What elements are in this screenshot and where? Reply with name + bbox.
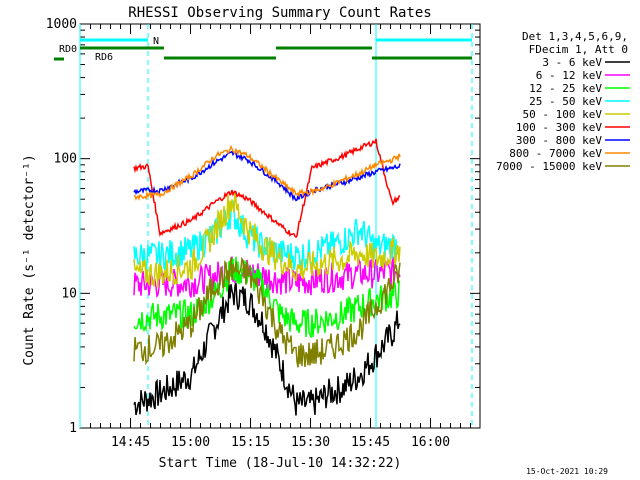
legend-entry-label: 7000 - 15000 keV [496, 160, 602, 173]
series-line-2 [133, 256, 401, 338]
series-line-6 [133, 150, 401, 202]
y-tick-label: 10 [61, 286, 77, 301]
legend-entry-label: 50 - 100 keV [523, 108, 603, 121]
x-tick-label: 15:15 [231, 435, 270, 450]
legend-entry-label: 12 - 25 keV [529, 82, 602, 95]
x-tick-label: 15:45 [351, 435, 390, 450]
legend-entry-label: 100 - 300 keV [516, 121, 602, 134]
plot-area: 1 10 100 1000 14:45 15:00 15:15 15:30 15:45 16:00… [46, 17, 481, 450]
legend-entry-label: 6 - 12 keV [536, 69, 603, 82]
legend-entry-label: 300 - 800 keV [516, 134, 602, 147]
x-axis-label: Start Time (18-Jul-10 14:32:22) [159, 456, 402, 471]
series-line-3 [133, 199, 401, 273]
legend: Det 1,3,4,5,6,9,FDecim 1, Att 03 - 6 keV… [496, 30, 630, 173]
series-line-5 [133, 138, 401, 239]
y-tick-label: 1000 [46, 17, 77, 32]
footer-date: 15-Oct-2021 10:29 [526, 467, 608, 476]
legend-entry-label: 3 - 6 keV [542, 56, 602, 69]
legend-entry-label: 800 - 7000 keV [509, 147, 602, 160]
legend-header: FDecim 1, Att 0 [529, 43, 628, 56]
x-tick-label: 15:30 [291, 435, 330, 450]
x-tick-label: 15:00 [171, 435, 210, 450]
y-tick-label: 100 [54, 152, 77, 167]
x-tick-label: 16:00 [411, 435, 450, 450]
flag-label-rd6: RD6 [95, 52, 113, 63]
legend-entry-label: 25 - 50 keV [529, 95, 602, 108]
y-axis-label: Count Rate (s⁻¹ detector⁻¹) [22, 154, 37, 365]
y-tick-label: 1 [69, 421, 77, 436]
series-line-8 [133, 256, 401, 368]
series-line-7 [133, 144, 401, 202]
chart-title: RHESSI Observing Summary Count Rates [128, 5, 431, 21]
x-tick-label: 14:45 [111, 435, 150, 450]
flag-label-n: N [153, 36, 159, 47]
series-line-4 [133, 191, 401, 288]
flag-label-rd0: RD0 [59, 44, 77, 55]
legend-header: Det 1,3,4,5,6,9, [522, 30, 628, 43]
series-line-0 [133, 282, 401, 416]
